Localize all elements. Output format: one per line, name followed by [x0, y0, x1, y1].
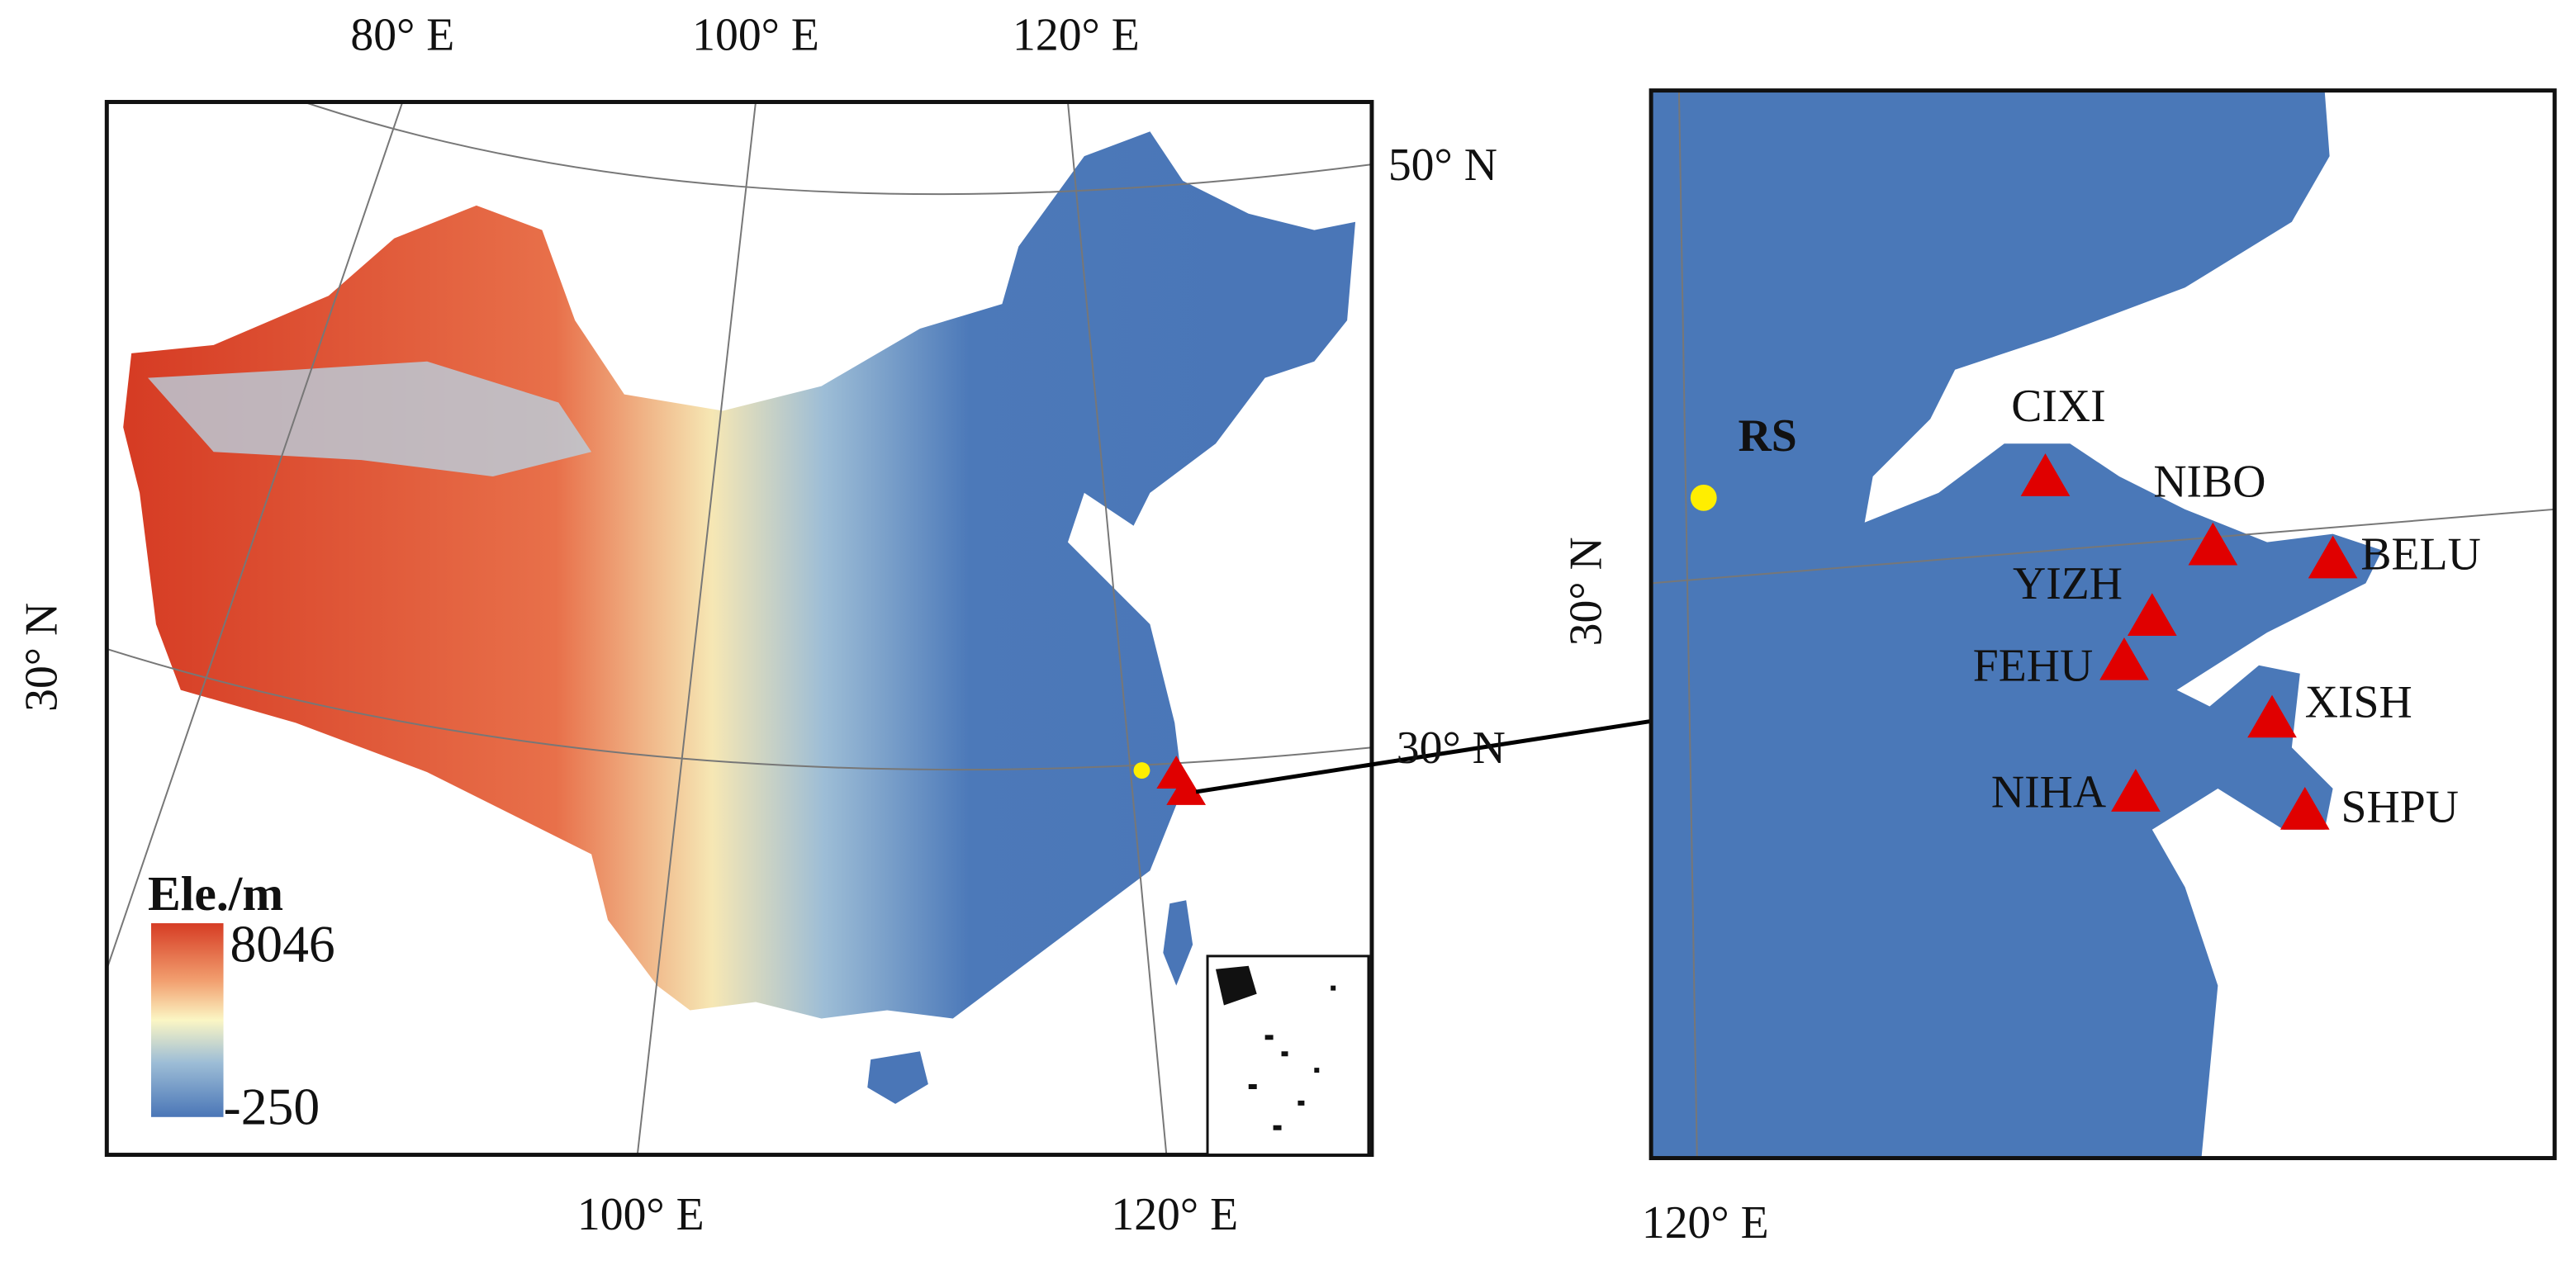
graticule-label: 100° E: [692, 10, 819, 61]
station-label: FEHU: [1973, 641, 2093, 692]
rs-site: [1133, 762, 1150, 779]
graticule-label: 120° E: [1111, 1189, 1238, 1240]
hainan: [867, 1051, 928, 1104]
graticule-label: 120° E: [1013, 10, 1140, 61]
tarim-basin: [148, 361, 592, 477]
graticule-label: 100° E: [577, 1189, 704, 1240]
graticule: [1651, 90, 2555, 1158]
station-label: NIHA: [1991, 767, 2106, 818]
inset-islands: [1215, 965, 1336, 1130]
sea: [1864, 90, 2555, 1158]
left-frame: [104, 100, 1374, 1158]
station-label: BELU: [2360, 528, 2480, 580]
site-label: RS: [1739, 410, 1797, 462]
graticule-label: 80° E: [350, 10, 454, 61]
station-label: YIZH: [2013, 558, 2123, 609]
station-cluster: [1156, 756, 1207, 805]
legend-min: -250: [224, 1077, 320, 1135]
china-map: [107, 102, 1372, 1155]
station-label: CIXI: [2011, 381, 2105, 432]
graticule-label: 120° E: [1642, 1197, 1769, 1248]
right-frame: [1649, 88, 2557, 1161]
rs-site: [1690, 484, 1717, 511]
graticule: [107, 102, 1372, 1155]
graticule-label: 30° N: [1560, 537, 1611, 646]
zoom-map: [1651, 90, 2555, 1158]
station-label: XISH: [2305, 676, 2412, 727]
graticule-label: 30° N: [16, 603, 67, 712]
legend-colorbar: [151, 923, 224, 1117]
legend-title: Ele./m: [148, 866, 283, 921]
graticule-label: 50° N: [1388, 140, 1497, 191]
legend-max: 8046: [230, 915, 334, 974]
graticule-label: 30° N: [1397, 723, 1506, 774]
taiwan: [1163, 900, 1193, 986]
china-elevation: [123, 131, 1356, 1019]
station-marker: [2020, 453, 2358, 830]
station-label: NIBO: [2153, 457, 2265, 508]
station-label: SHPU: [2341, 782, 2459, 833]
